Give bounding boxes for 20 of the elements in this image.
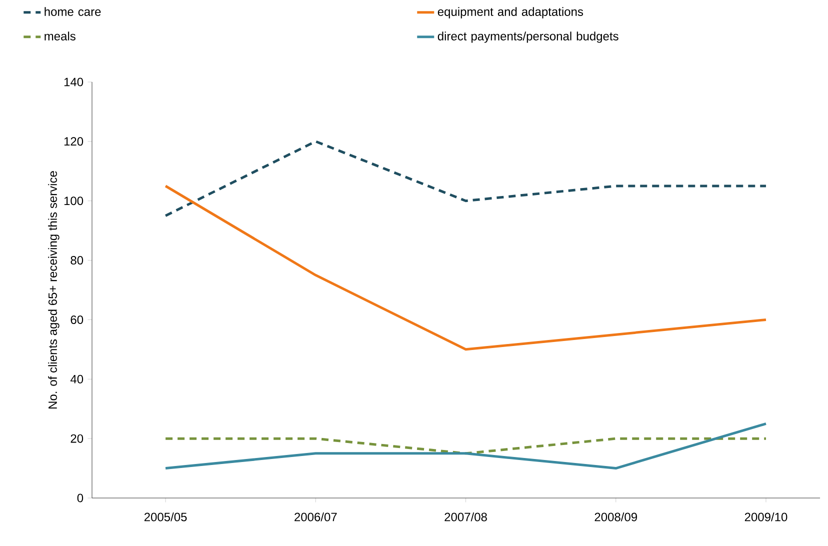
y-tick-label: 80 <box>70 256 84 265</box>
x-tick-label: 2006/07 <box>294 512 337 522</box>
y-axis-title: No. of clients aged 65+ receiving this service <box>48 171 60 408</box>
x-tick-label: 2005/05 <box>144 512 187 522</box>
y-tick-label: 140 <box>64 78 84 86</box>
legend-label: meals <box>44 32 76 40</box>
line-series <box>164 184 768 351</box>
y-tick-label: 40 <box>70 374 84 384</box>
y-tick-label: 0 <box>77 494 84 502</box>
x-tick-label: 2007/08 <box>444 512 487 522</box>
legend-label: direct payments/personal budgets <box>438 32 618 43</box>
x-tick-label: 2009/10 <box>744 512 788 522</box>
y-tick-label: 120 <box>64 137 84 146</box>
y-tick-label: 60 <box>70 315 84 324</box>
y-tick-label: 100 <box>64 196 84 206</box>
y-tick-label: 20 <box>70 434 84 443</box>
x-tick-label: 2008/09 <box>594 512 637 522</box>
legend-label: equipment and adaptations <box>438 7 584 18</box>
legend-label: home care <box>44 7 101 16</box>
line-series <box>164 140 768 217</box>
